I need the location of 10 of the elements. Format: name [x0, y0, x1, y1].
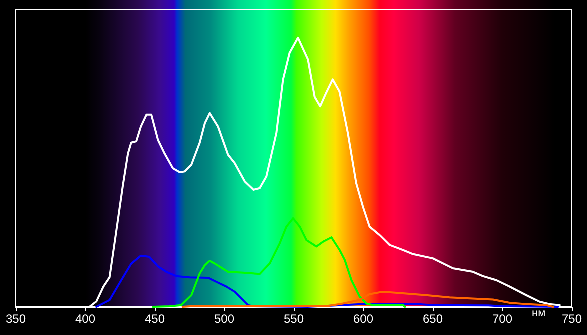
x-tick-label: 550	[284, 312, 304, 326]
x-tick-label: 750	[562, 312, 582, 326]
x-tick-label: 600	[353, 312, 374, 326]
x-tick-label: 400	[75, 312, 96, 326]
x-tick-label: 700	[492, 312, 513, 326]
x-tick-label: 350	[6, 312, 26, 326]
x-tick-label: 450	[144, 312, 166, 326]
x-axis-title: нм	[532, 308, 546, 320]
x-tick-label: 650	[422, 312, 444, 326]
x-tick-label: 500	[214, 312, 235, 326]
